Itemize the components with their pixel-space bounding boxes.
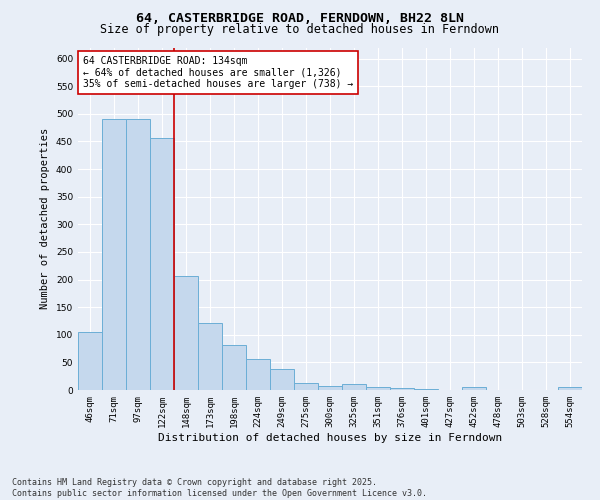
Bar [390,388,414,390]
Bar [78,332,102,390]
Bar [174,276,198,390]
Bar [126,120,150,390]
X-axis label: Distribution of detached houses by size in Ferndown: Distribution of detached houses by size … [158,432,502,442]
Bar [366,387,390,390]
Bar [318,386,342,390]
Bar [198,322,222,390]
Text: Contains HM Land Registry data © Crown copyright and database right 2025.
Contai: Contains HM Land Registry data © Crown c… [12,478,427,498]
Bar [462,387,486,390]
Text: Size of property relative to detached houses in Ferndown: Size of property relative to detached ho… [101,22,499,36]
Bar [222,344,246,390]
Bar [246,358,270,390]
Bar [102,120,126,390]
Text: 64, CASTERBRIDGE ROAD, FERNDOWN, BH22 8LN: 64, CASTERBRIDGE ROAD, FERNDOWN, BH22 8L… [136,12,464,26]
Bar [294,383,318,390]
Bar [558,387,582,390]
Bar [342,384,366,390]
Bar [270,369,294,390]
Text: 64 CASTERBRIDGE ROAD: 134sqm
← 64% of detached houses are smaller (1,326)
35% of: 64 CASTERBRIDGE ROAD: 134sqm ← 64% of de… [83,56,353,90]
Y-axis label: Number of detached properties: Number of detached properties [40,128,50,310]
Bar [150,138,174,390]
